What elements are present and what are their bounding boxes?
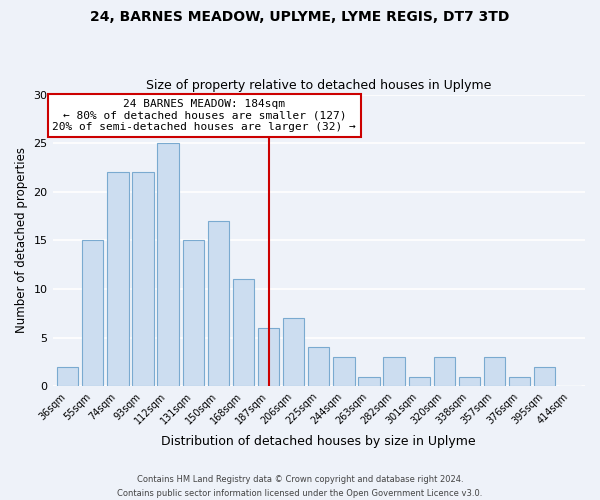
Bar (484, 357, 505, 386)
Bar (434, 357, 455, 386)
Bar (57, 367, 78, 386)
Bar (409, 376, 430, 386)
Bar (182, 240, 204, 386)
Text: Contains HM Land Registry data © Crown copyright and database right 2024.
Contai: Contains HM Land Registry data © Crown c… (118, 476, 482, 498)
Bar (283, 318, 304, 386)
Bar (157, 143, 179, 386)
Y-axis label: Number of detached properties: Number of detached properties (15, 148, 28, 334)
Text: 24, BARNES MEADOW, UPLYME, LYME REGIS, DT7 3TD: 24, BARNES MEADOW, UPLYME, LYME REGIS, D… (91, 10, 509, 24)
Title: Size of property relative to detached houses in Uplyme: Size of property relative to detached ho… (146, 79, 491, 92)
Bar (132, 172, 154, 386)
Bar (459, 376, 480, 386)
Bar (308, 348, 329, 387)
Bar (383, 357, 405, 386)
Bar (333, 357, 355, 386)
Bar (534, 367, 556, 386)
Bar (233, 280, 254, 386)
Bar (208, 221, 229, 386)
Bar (107, 172, 128, 386)
Text: 24 BARNES MEADOW: 184sqm
← 80% of detached houses are smaller (127)
20% of semi-: 24 BARNES MEADOW: 184sqm ← 80% of detach… (52, 99, 356, 132)
Bar (509, 376, 530, 386)
Bar (358, 376, 380, 386)
Bar (82, 240, 103, 386)
Bar (258, 328, 279, 386)
X-axis label: Distribution of detached houses by size in Uplyme: Distribution of detached houses by size … (161, 434, 476, 448)
